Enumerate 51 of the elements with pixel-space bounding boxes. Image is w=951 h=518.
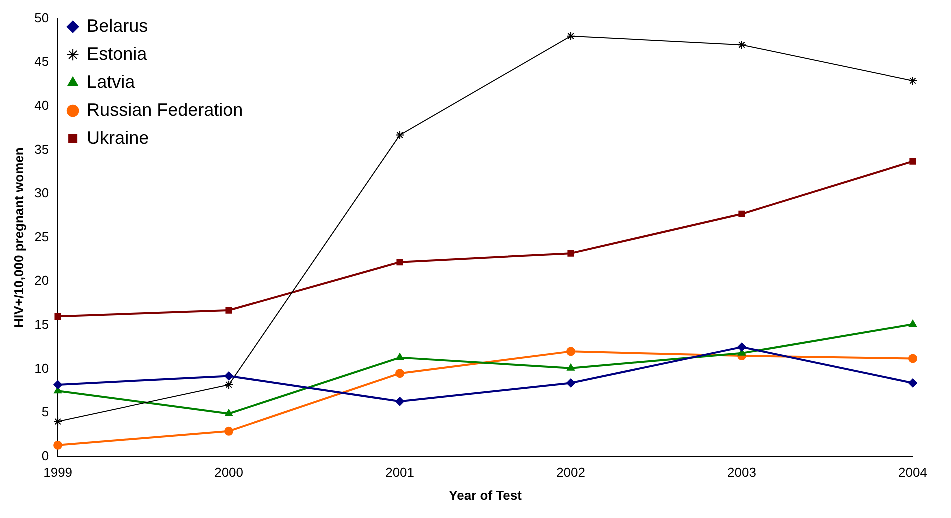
point bbox=[226, 307, 232, 314]
point bbox=[54, 440, 63, 450]
y-axis-title: HIV+/10,000 pregnant women bbox=[11, 148, 26, 328]
y-tick-label: 30 bbox=[34, 186, 50, 201]
point bbox=[910, 158, 916, 165]
legend-label: Ukraine bbox=[87, 128, 150, 148]
legend-label: Latvia bbox=[87, 72, 136, 92]
x-tick-label: 2000 bbox=[214, 465, 244, 480]
y-tick-label: 50 bbox=[34, 10, 50, 26]
y-tick-label: 40 bbox=[34, 98, 50, 113]
x-tick-label: 2001 bbox=[386, 465, 414, 480]
point bbox=[908, 76, 918, 86]
point bbox=[909, 320, 917, 328]
point bbox=[224, 372, 234, 381]
y-tick-label: 10 bbox=[34, 360, 50, 376]
x-tick-label: 1999 bbox=[44, 465, 73, 480]
point bbox=[566, 347, 576, 356]
point bbox=[54, 313, 62, 320]
point bbox=[396, 369, 405, 378]
point bbox=[738, 210, 746, 218]
point bbox=[738, 40, 747, 50]
x-axis-title: Year of Test bbox=[449, 488, 523, 503]
x-tick-label: 2003 bbox=[728, 465, 756, 480]
point bbox=[908, 378, 918, 388]
point bbox=[567, 364, 575, 371]
point bbox=[566, 32, 576, 41]
x-tick-label: 2002 bbox=[556, 465, 586, 480]
y-tick-label: 25 bbox=[34, 229, 50, 244]
y-tick-label: 0 bbox=[42, 448, 50, 464]
y-tick-label: 15 bbox=[34, 316, 50, 332]
point bbox=[54, 380, 63, 390]
y-tick-label: 5 bbox=[42, 404, 50, 420]
y-tick-label: 35 bbox=[34, 142, 50, 157]
point bbox=[225, 409, 234, 416]
point bbox=[568, 250, 574, 257]
point bbox=[396, 353, 404, 360]
point bbox=[908, 354, 918, 364]
y-tick-label: 45 bbox=[34, 54, 50, 70]
point bbox=[396, 259, 404, 266]
legend-label: Estonia bbox=[87, 44, 148, 64]
legend-label: Russian Federation bbox=[87, 100, 244, 120]
point bbox=[738, 342, 747, 352]
legend-label: Belarus bbox=[87, 16, 148, 36]
point bbox=[224, 380, 234, 390]
point bbox=[224, 426, 234, 436]
point bbox=[396, 397, 405, 406]
y-tick-label: 20 bbox=[34, 273, 50, 288]
point bbox=[566, 378, 576, 388]
point bbox=[396, 130, 405, 140]
point bbox=[54, 417, 63, 426]
x-tick-label: 2004 bbox=[898, 465, 928, 480]
